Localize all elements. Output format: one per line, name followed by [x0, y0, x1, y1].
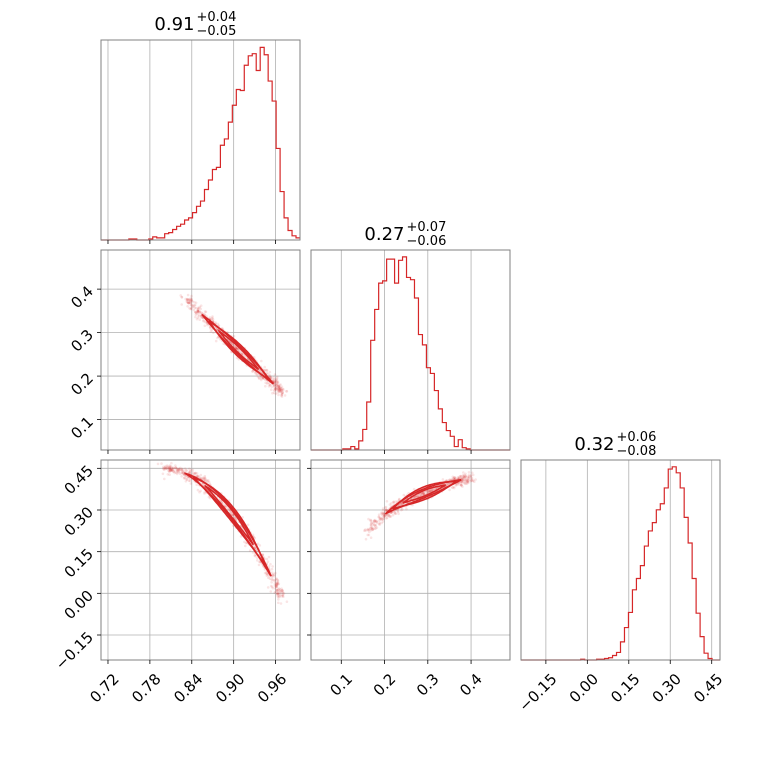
contour-level-2 — [184, 472, 272, 577]
x-tick-label: 0.78 — [128, 670, 164, 706]
axes-frame — [100, 249, 301, 451]
titles: 0.91 +0.04−0.050.27 +0.07−0.060.32 +0.06−0.… — [154, 10, 656, 459]
x-tick-label: 0.00 — [566, 670, 602, 706]
histogram-2 — [311, 256, 510, 451]
panel-scatter-2-vs-1 — [97, 249, 301, 454]
x-tick-label: 0.3 — [413, 670, 443, 700]
title-plus: +0.07 — [407, 220, 447, 235]
y-tick-label: 0.4 — [67, 282, 97, 312]
panel-hist-2 — [310, 249, 511, 454]
title-median: 0.91 — [154, 14, 194, 35]
contour-level-2 — [201, 313, 274, 385]
panel-hist-3 — [520, 459, 721, 664]
axes-frame — [100, 459, 301, 661]
y-tick-label: 0.2 — [67, 369, 97, 399]
title-minus: −0.08 — [617, 444, 657, 459]
scatter-points — [156, 461, 289, 605]
histogram-3 — [521, 466, 720, 661]
y-tick-label: 0.15 — [61, 545, 97, 581]
param-title-2: 0.27 +0.07−0.06 — [364, 220, 446, 249]
panel-scatter-3-vs-1 — [97, 459, 301, 664]
histogram-1 — [101, 46, 300, 241]
title-minus: −0.06 — [407, 234, 447, 249]
y-tick-label: −0.15 — [52, 628, 97, 673]
y-tick-label: 0.45 — [61, 462, 97, 498]
axes-frame — [100, 39, 301, 241]
x-tick-label: 0.96 — [254, 670, 290, 706]
contour-level-2 — [384, 478, 462, 515]
scatter-points — [363, 471, 477, 541]
x-tick-label: −0.15 — [515, 670, 560, 715]
title-plus: +0.04 — [197, 10, 237, 25]
x-tick-label: 0.90 — [212, 670, 248, 706]
title-median: 0.27 — [364, 224, 404, 245]
param-title-3: 0.32 +0.06−0.08 — [574, 430, 656, 459]
x-tick-label: 0.30 — [649, 670, 685, 706]
y-tick-label: 0.1 — [67, 413, 97, 443]
scatter-points — [179, 293, 289, 398]
axes-frame — [520, 459, 721, 661]
x-tick-label: 0.72 — [86, 670, 122, 706]
x-tick-label: 0.2 — [370, 670, 400, 700]
x-tick-label: 0.45 — [690, 670, 726, 706]
param-title-1: 0.91 +0.04−0.05 — [154, 10, 236, 39]
tick-labels: 0.10.20.30.4−0.150.000.150.300.450.72 0.7… — [52, 282, 727, 715]
x-tick-label: 0.4 — [456, 670, 486, 700]
x-tick-label: 0.1 — [326, 670, 356, 700]
contour-level-3 — [204, 484, 255, 546]
title-minus: −0.05 — [197, 24, 237, 39]
title-plus: +0.06 — [617, 430, 657, 445]
contour-level-3 — [402, 484, 446, 504]
y-tick-label: 0.30 — [61, 503, 97, 539]
axes-frame — [310, 459, 511, 661]
y-tick-label: 0.00 — [61, 587, 97, 623]
title-median: 0.32 — [574, 434, 614, 455]
panel-scatter-3-vs-2 — [307, 459, 511, 664]
x-tick-label: 0.15 — [607, 670, 643, 706]
y-tick-label: 0.3 — [67, 326, 97, 356]
contour-level-3 — [218, 329, 260, 371]
x-tick-label: 0.84 — [170, 670, 206, 706]
panel-hist-1 — [100, 39, 301, 244]
axes-frame — [310, 249, 511, 451]
